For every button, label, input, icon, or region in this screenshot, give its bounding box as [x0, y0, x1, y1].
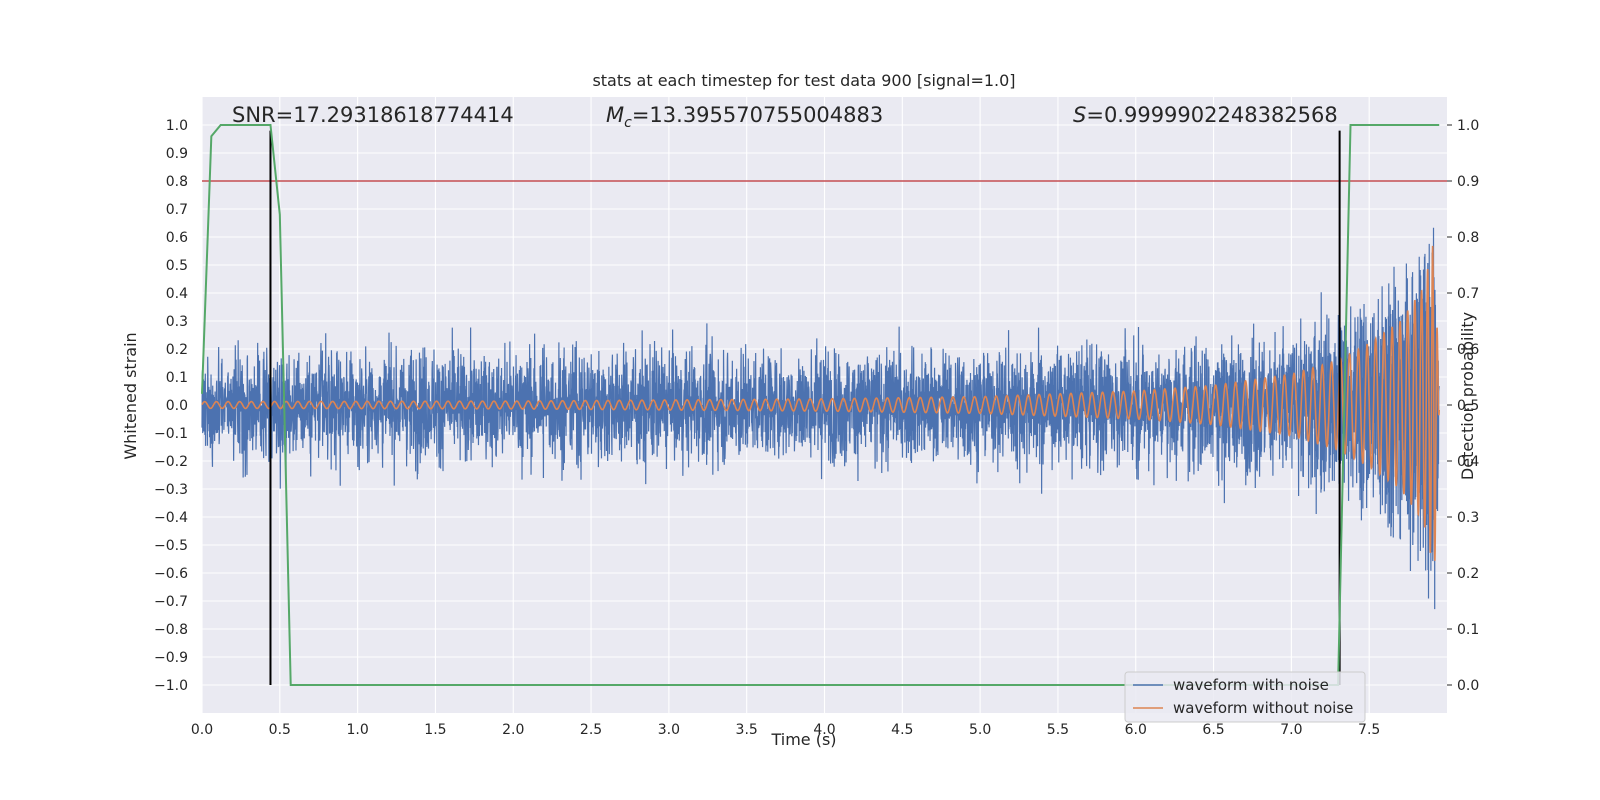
x-tick-label: 5.0: [969, 722, 991, 738]
y-tick-label-left: −0.9: [154, 650, 188, 666]
overlay-lines: [201, 124, 1447, 686]
y-tick-label-left: 0.4: [166, 286, 188, 302]
x-tick-label: 1.0: [346, 722, 368, 738]
chart-title: stats at each timestep for test data 900…: [592, 71, 1015, 90]
y-tick-label-left: −0.1: [154, 426, 188, 442]
series-waveform-without-noise: [201, 245, 1441, 561]
y-tick-label-right: 0.0: [1457, 678, 1479, 694]
y-tick-label-left: 0.6: [166, 230, 188, 246]
x-tick-label: 4.0: [813, 722, 835, 738]
y-tick-label-left: −0.4: [154, 510, 188, 526]
legend-box: [1124, 671, 1366, 723]
y-tick-label-left: 1.0: [166, 118, 188, 134]
y-tick-label-right: 0.6: [1457, 342, 1479, 358]
y-tick-label-right: 1.0: [1457, 118, 1479, 134]
x-tick-label: 5.5: [1047, 722, 1069, 738]
y-axis-right-label: Detection probability: [1458, 312, 1477, 480]
x-tick-label: 1.5: [424, 722, 446, 738]
detection-probability-line: [201, 124, 1440, 686]
series-waveform-with-noise: [201, 227, 1440, 610]
y-tick-label-right: 0.1: [1457, 622, 1479, 638]
y-tick-label-left: −0.3: [154, 482, 188, 498]
y-tick-label-right: 0.2: [1457, 566, 1479, 582]
y-tick-label-left: 0.1: [166, 370, 188, 386]
x-tick-label: 2.0: [502, 722, 524, 738]
x-tick-label: 6.5: [1202, 722, 1224, 738]
snr-annotation: SNR=17.29318618774414: [232, 103, 514, 127]
y-tick-label-left: 0.3: [166, 314, 188, 330]
y-tick-label-left: −1.0: [154, 678, 188, 694]
x-tick-label: 7.5: [1358, 722, 1380, 738]
y-tick-label-right: 0.5: [1457, 398, 1479, 414]
x-axis-label: Time (s): [770, 730, 836, 749]
series-line-noisy: [201, 227, 1440, 610]
y-tick-label-right: 0.7: [1457, 286, 1479, 302]
x-tick-label: 6.0: [1125, 722, 1147, 738]
x-tick-label: 7.0: [1280, 722, 1302, 738]
y-axis-right-ticks: 1.0 0.9 0.8 0.7 0.6 0.5 0.4 0.3 0.2 0.1 0.0: [1447, 118, 1479, 694]
legend-label-noisy: waveform with noise: [1173, 676, 1329, 694]
y-tick-label-right: 0.9: [1457, 174, 1479, 190]
x-tick-label: 3.5: [736, 722, 758, 738]
y-axis-left-ticks: 1.0 0.9 0.8 0.7 0.6 0.5 0.4 0.3 0.2 0.1 0.0 −0.1 −0.…: [154, 118, 188, 694]
y-tick-label-left: −0.6: [154, 566, 188, 582]
y-axis-left-label: Whitened strain: [121, 332, 140, 459]
detection-score-annotation: S=0.9999902248382568: [1073, 103, 1338, 127]
x-tick-label: 0.5: [269, 722, 291, 738]
legend: waveform with noise waveform without noi…: [1124, 671, 1366, 723]
y-tick-label-left: 0.2: [166, 342, 188, 358]
y-tick-label-left: −0.5: [154, 538, 188, 554]
x-tick-label: 3.0: [658, 722, 680, 738]
x-tick-label: 0.0: [191, 722, 213, 738]
y-tick-label-left: −0.2: [154, 454, 188, 470]
x-axis-ticks: 0.0 0.5 1.0 1.5 2.0 2.5 3.0 3.5 4.0 4.5 5.0 5.5 6.0 6…: [191, 722, 1380, 738]
y-tick-label-left: 0.7: [166, 202, 188, 218]
x-tick-label: 2.5: [580, 722, 602, 738]
y-tick-label-left: 0.8: [166, 174, 188, 190]
y-tick-label-left: −0.8: [154, 622, 188, 638]
series-line-clean: [201, 245, 1441, 561]
y-tick-label-left: 0.5: [166, 258, 188, 274]
legend-label-clean: waveform without noise: [1173, 699, 1353, 717]
y-tick-label-right: 0.4: [1457, 454, 1479, 470]
y-tick-label-left: −0.7: [154, 594, 188, 610]
y-tick-label-right: 0.8: [1457, 230, 1479, 246]
y-tick-label-left: 0.9: [166, 146, 188, 162]
x-tick-label: 4.5: [891, 722, 913, 738]
y-tick-label-right: 0.3: [1457, 510, 1479, 526]
y-tick-label-left: 0.0: [166, 398, 188, 414]
chirp-mass-annotation: Mc=13.395570755004883: [606, 103, 883, 131]
